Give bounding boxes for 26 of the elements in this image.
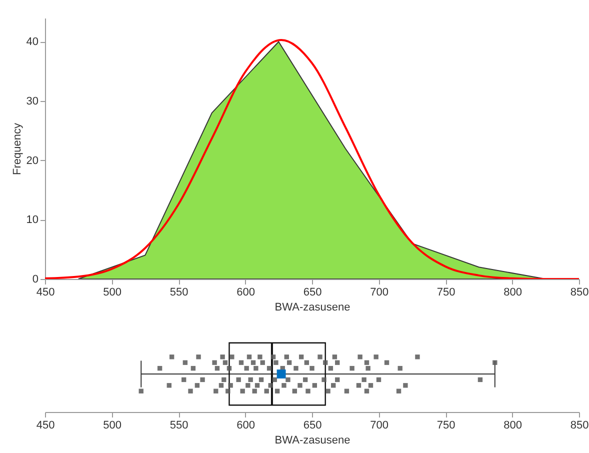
- x-tick-label: 700: [370, 286, 388, 298]
- x-tick-label: 750: [436, 420, 456, 432]
- y-tick-label: 40: [26, 36, 38, 48]
- x-axis-title: BWA-zasusene: [274, 302, 350, 314]
- x-tick-label: 450: [36, 286, 55, 298]
- y-tick-label: 0: [32, 274, 38, 286]
- x-tick-label: 850: [570, 420, 589, 432]
- x-tick-label: 750: [436, 286, 456, 298]
- x-tick-label: 650: [303, 286, 322, 298]
- x-tick-label: 700: [370, 420, 388, 432]
- x-tick-label: 600: [236, 420, 255, 432]
- x-tick-label: 500: [103, 420, 122, 432]
- x-axis-title: BWA-zasusene: [274, 434, 350, 446]
- x-tick-label: 800: [504, 286, 522, 298]
- y-tick-label: 20: [26, 154, 38, 167]
- y-axis-title: Frequency: [11, 122, 24, 175]
- x-tick-label: 650: [303, 420, 322, 432]
- x-tick-label: 550: [170, 420, 188, 432]
- x-tick-label: 850: [570, 286, 589, 298]
- y-tick-label: 30: [26, 96, 38, 108]
- x-tick-label: 600: [236, 286, 255, 298]
- y-tick-label: 10: [26, 214, 38, 226]
- x-tick-label: 800: [504, 420, 522, 432]
- x-tick-label: 550: [170, 286, 188, 298]
- x-tick-label: 450: [36, 420, 55, 432]
- x-tick-label: 500: [103, 286, 122, 298]
